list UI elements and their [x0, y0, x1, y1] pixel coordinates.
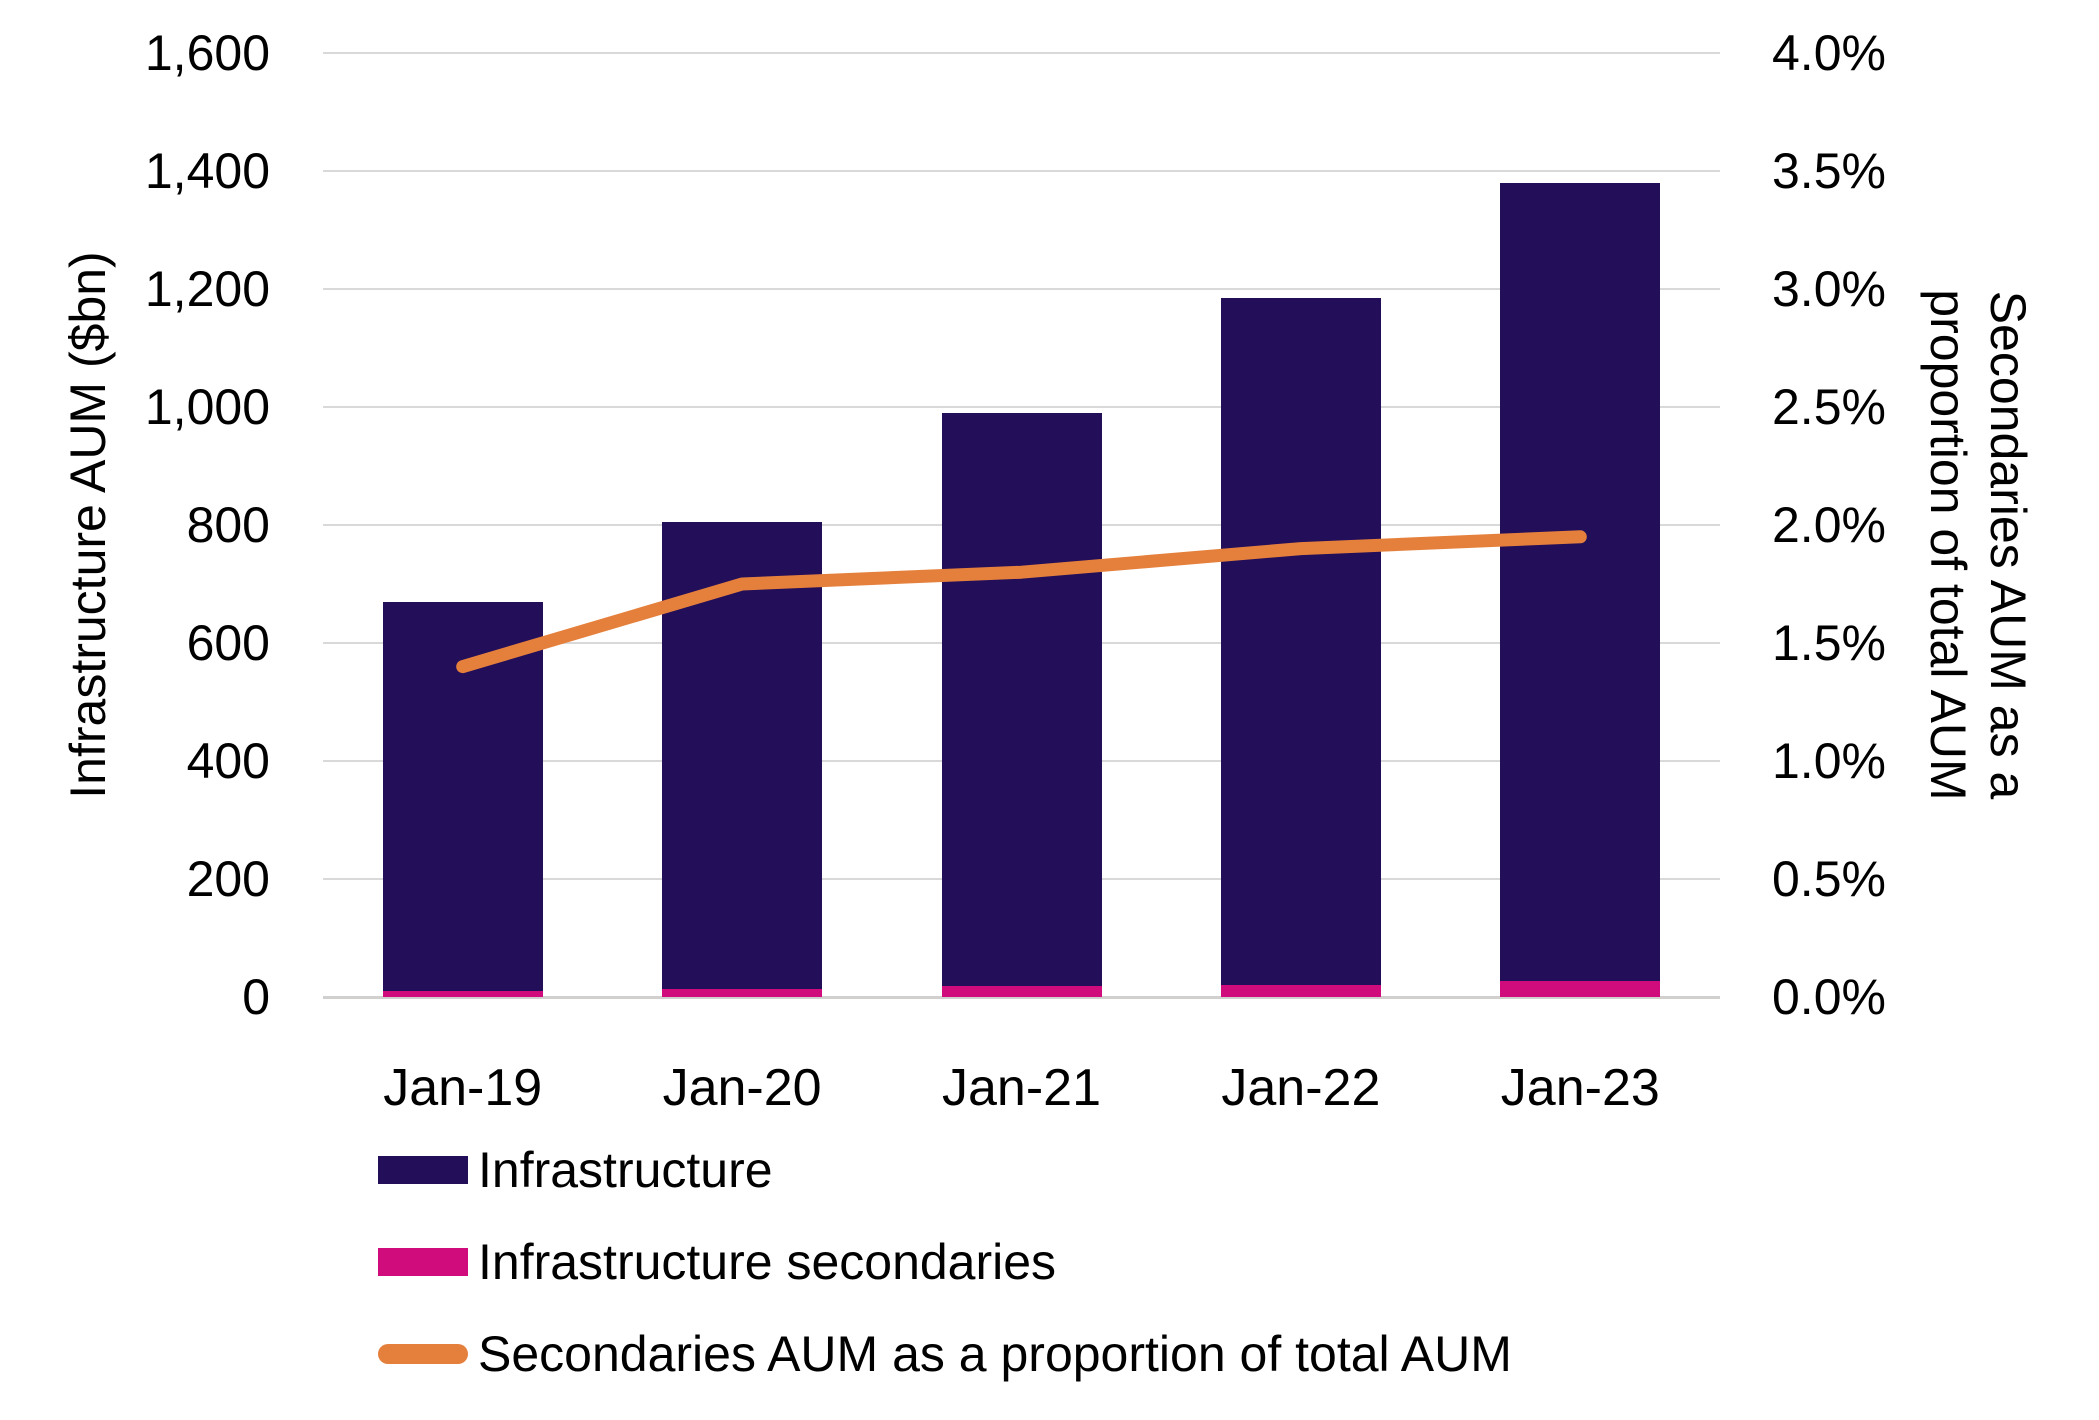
bar-infrastructure-secondaries-jan-19	[382, 991, 543, 997]
bar-infrastructure-secondaries-jan-20	[662, 988, 823, 997]
legend-item-infrastructure: Infrastructure	[378, 1140, 773, 1200]
bar-infrastructure-jan-20	[662, 522, 823, 997]
right-axis-title: Secondaries AUM as a proportion of total…	[1918, 289, 2038, 800]
x-axis-tick-label: Jan-19	[383, 1059, 543, 1117]
bar-infrastructure-jan-19	[382, 601, 543, 997]
infrastructure-swatch-icon	[378, 1156, 468, 1184]
bar-infrastructure-jan-22	[1220, 297, 1381, 997]
infrastructure-secondaries-swatch-icon	[378, 1248, 468, 1276]
right-axis-tick-label: 2.0%	[1772, 497, 1886, 553]
bar-infrastructure-jan-23	[1500, 182, 1661, 997]
gridline	[323, 170, 1720, 172]
legend-item-secondaries-proportion: Secondaries AUM as a proportion of total…	[378, 1324, 1512, 1384]
bar-infrastructure-jan-21	[941, 412, 1102, 997]
left-axis-tick-label: 400	[186, 733, 270, 789]
left-axis-tick-label: 600	[186, 615, 270, 671]
right-axis-title-line-1: Secondaries AUM as a	[1980, 290, 2036, 800]
right-axis-tick-label: 3.0%	[1772, 261, 1886, 317]
right-axis-tick-label: 0.5%	[1772, 851, 1886, 907]
line-swatch-icon	[378, 1344, 468, 1364]
right-axis-tick-label: 1.5%	[1772, 615, 1886, 671]
gridline	[323, 52, 1720, 54]
right-axis-tick-label: 4.0%	[1772, 25, 1886, 81]
gridline	[323, 288, 1720, 290]
right-axis-tick-label: 2.5%	[1772, 379, 1886, 435]
left-axis-tick-label: 200	[186, 851, 270, 907]
right-axis-tick-label: 0.0%	[1772, 969, 1886, 1025]
left-axis-tick-label: 0	[242, 969, 270, 1025]
x-axis-tick-label: Jan-20	[662, 1059, 822, 1117]
x-axis-baseline	[323, 996, 1720, 999]
bar-infrastructure-secondaries-jan-21	[941, 986, 1102, 997]
right-axis-tick-label: 3.5%	[1772, 143, 1886, 199]
legend-label: Infrastructure secondaries	[478, 1234, 1057, 1290]
right-axis-title-line-2: proportion of total AUM	[1920, 289, 1976, 801]
left-axis-tick-label: 800	[186, 497, 270, 553]
bar-infrastructure-secondaries-jan-23	[1500, 981, 1661, 997]
left-axis-tick-label: 1,000	[144, 379, 270, 435]
legend-label: Infrastructure	[478, 1142, 773, 1198]
x-axis-tick-label: Jan-23	[1500, 1059, 1660, 1117]
x-axis-tick-label: Jan-21	[942, 1059, 1101, 1117]
left-axis-tick-label: 1,200	[144, 261, 270, 317]
legend-item-infrastructure-secondaries: Infrastructure secondaries	[378, 1232, 1056, 1292]
left-axis-tick-label: 1,400	[144, 143, 270, 199]
right-axis-tick-label: 1.0%	[1772, 733, 1886, 789]
bar-infrastructure-secondaries-jan-22	[1220, 985, 1381, 997]
gridline	[323, 406, 1720, 408]
left-axis-tick-label: 1,600	[144, 25, 270, 81]
x-axis-tick-label: Jan-22	[1221, 1059, 1381, 1117]
legend-label: Secondaries AUM as a proportion of total…	[478, 1326, 1512, 1382]
